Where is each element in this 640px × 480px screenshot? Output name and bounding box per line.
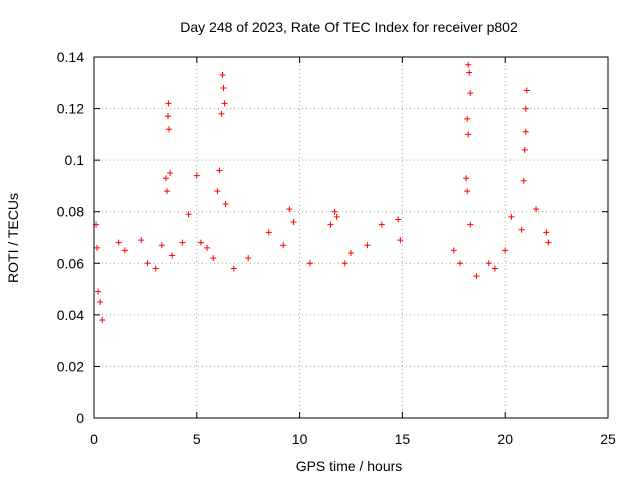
data-point — [163, 188, 170, 195]
data-point — [216, 167, 223, 174]
data-point — [144, 260, 151, 267]
y-tick-label: 0.12 — [57, 101, 84, 117]
data-point — [219, 72, 226, 79]
data-point — [520, 177, 527, 184]
data-point — [115, 239, 122, 246]
y-tick-label: 0.1 — [65, 152, 85, 168]
data-point — [331, 208, 338, 215]
data-point — [286, 206, 293, 213]
axis-ticks: 0 0.02 0.04 0.06 0.08 0.1 0.12 0.14 0 5 10 15 20 25 — [57, 49, 616, 447]
data-point — [97, 298, 104, 305]
data-point — [95, 288, 102, 295]
data-point — [485, 260, 492, 267]
data-point — [521, 146, 528, 153]
data-point — [378, 221, 385, 228]
x-tick-label: 15 — [395, 431, 411, 447]
data-point — [491, 265, 498, 272]
data-point — [467, 221, 474, 228]
data-point — [245, 255, 252, 262]
data-point — [265, 229, 272, 236]
data-point — [306, 260, 313, 267]
data-point — [280, 242, 287, 249]
data-point — [99, 317, 106, 324]
data-point — [94, 244, 101, 251]
data-point — [222, 200, 229, 207]
data-point — [473, 273, 480, 280]
data-point — [465, 61, 472, 68]
data-point — [138, 237, 145, 244]
y-axis-label: ROTI / TECUs — [5, 193, 21, 283]
data-point — [162, 175, 169, 182]
x-tick-label: 10 — [292, 431, 308, 447]
x-tick-label: 20 — [497, 431, 513, 447]
data-point — [230, 265, 237, 272]
data-point — [395, 216, 402, 223]
x-tick-label: 25 — [600, 431, 616, 447]
data-point — [523, 87, 530, 94]
data-point — [463, 175, 470, 182]
y-tick-label: 0.02 — [57, 358, 84, 374]
data-point — [290, 219, 297, 226]
data-point — [545, 239, 552, 246]
data-point — [450, 247, 457, 254]
chart-title: Day 248 of 2023, Rate Of TEC Index for r… — [180, 19, 518, 35]
data-point — [502, 247, 509, 254]
data-point — [518, 226, 525, 233]
data-point — [204, 244, 211, 251]
data-point — [467, 90, 474, 97]
y-tick-label: 0 — [76, 410, 84, 426]
data-point — [167, 170, 174, 177]
y-tick-label: 0.08 — [57, 204, 84, 220]
data-point — [533, 206, 540, 213]
data-point — [221, 100, 228, 107]
plot-frame — [93, 56, 609, 419]
x-tick-label: 0 — [90, 431, 98, 447]
data-point — [220, 84, 227, 91]
data-point — [193, 172, 200, 179]
data-point — [197, 239, 204, 246]
data-point — [333, 213, 340, 220]
data-point — [210, 255, 217, 262]
data-point — [169, 252, 176, 259]
data-point — [464, 188, 471, 195]
data-point — [522, 128, 529, 135]
y-tick-label: 0.06 — [57, 255, 84, 271]
data-point — [166, 126, 173, 133]
x-tick-label: 5 — [193, 431, 201, 447]
data-point — [152, 265, 159, 272]
data-point — [466, 69, 473, 76]
data-point — [218, 110, 225, 117]
data-point — [522, 105, 529, 112]
data-point — [464, 115, 471, 122]
y-tick-label: 0.14 — [57, 49, 84, 65]
data-point — [364, 242, 371, 249]
data-point — [185, 211, 192, 218]
data-point — [348, 249, 354, 256]
data-point — [508, 213, 515, 220]
data-point — [456, 260, 463, 267]
data-points — [93, 61, 552, 324]
data-point — [121, 247, 128, 254]
data-point — [397, 237, 404, 244]
data-point — [179, 239, 186, 246]
data-point — [165, 100, 172, 107]
data-point — [341, 260, 348, 267]
x-axis-label: GPS time / hours — [296, 458, 403, 474]
y-tick-label: 0.04 — [57, 307, 84, 323]
data-point — [543, 229, 550, 236]
data-point — [165, 113, 172, 120]
data-point — [327, 221, 334, 228]
data-point — [214, 188, 221, 195]
data-point — [158, 242, 165, 249]
grid-lines — [94, 57, 608, 418]
data-point — [465, 131, 472, 138]
